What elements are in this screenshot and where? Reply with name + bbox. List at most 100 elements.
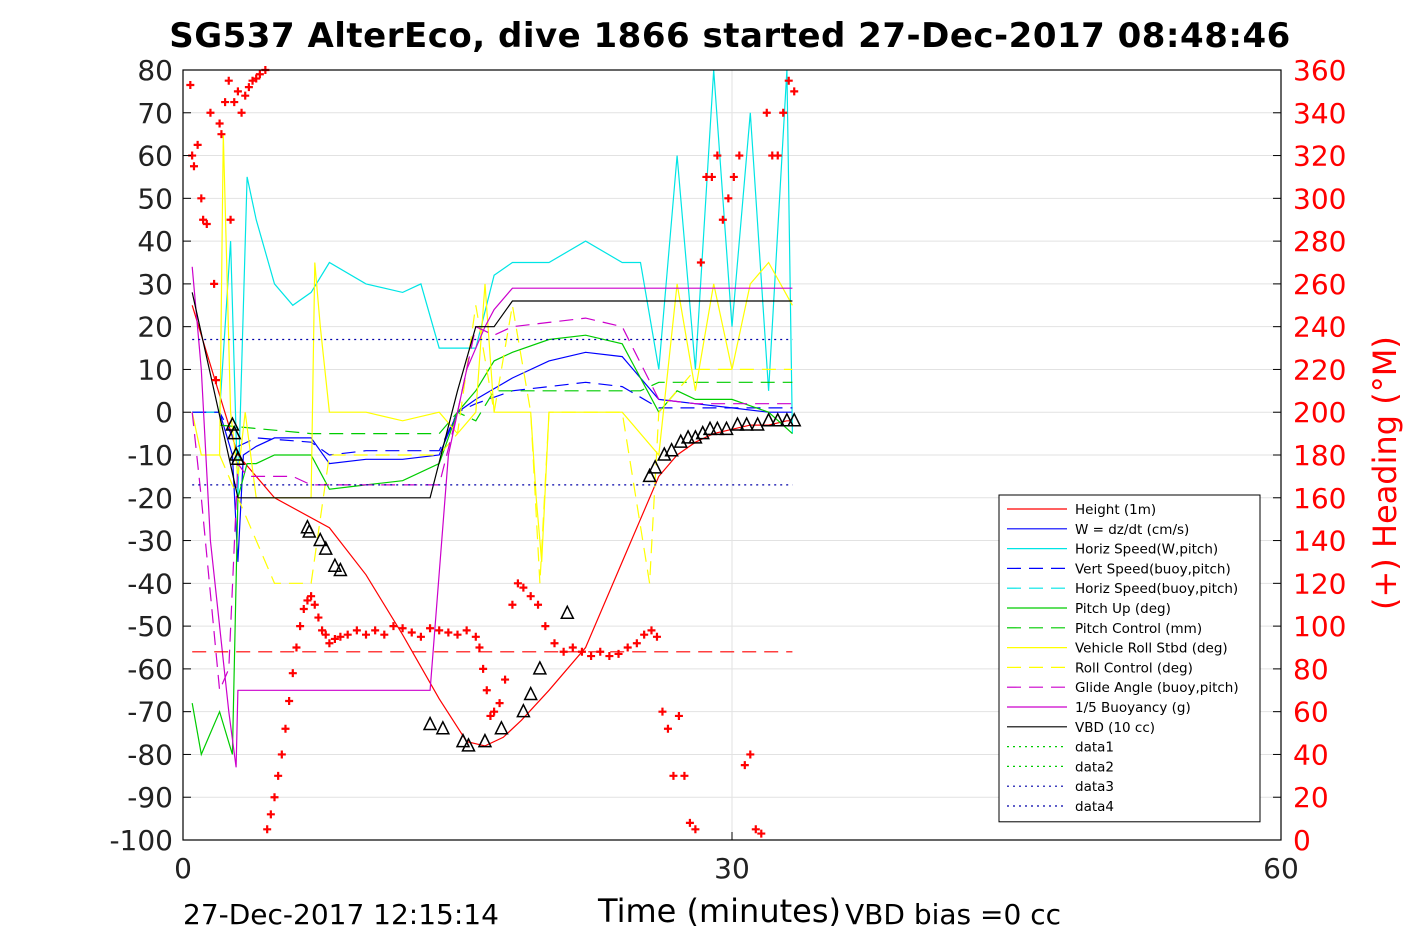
heading-point bbox=[321, 630, 330, 639]
y-tick-label: 0 bbox=[155, 396, 173, 429]
heading-point bbox=[281, 724, 290, 733]
heading-point bbox=[398, 624, 407, 633]
triangle-marker bbox=[494, 720, 509, 735]
heading-point bbox=[740, 761, 749, 770]
heading-point bbox=[325, 639, 334, 648]
heading-point bbox=[211, 376, 220, 385]
y-tick-label: -90 bbox=[127, 781, 173, 814]
x-axis-label: Time (minutes) bbox=[598, 892, 841, 930]
y2-tick-label: 60 bbox=[1293, 696, 1329, 729]
y2-tick-label: 320 bbox=[1293, 140, 1346, 173]
triangle-marker bbox=[523, 685, 538, 701]
marker-layer bbox=[186, 66, 802, 838]
heading-point bbox=[444, 628, 453, 637]
heading-point bbox=[380, 630, 389, 639]
y2-tick-label: 280 bbox=[1293, 225, 1346, 258]
heading-point bbox=[680, 771, 689, 780]
heading-point bbox=[233, 87, 242, 96]
vbd-bias-label: VBD bias =0 cc bbox=[845, 898, 1061, 931]
timestamp-label: 27-Dec-2017 12:15:14 bbox=[183, 898, 499, 931]
y2-axis-label: (+) Heading (°M) bbox=[1366, 336, 1404, 610]
legend-label: data2 bbox=[1075, 759, 1114, 775]
x-tick-label: 30 bbox=[714, 852, 750, 885]
triangle-marker bbox=[761, 412, 776, 427]
legend-label: 1/5 Buoyancy (g) bbox=[1075, 700, 1191, 716]
heading-point bbox=[210, 279, 219, 288]
y-axis-right: 3603403203002802602402202001801601401201… bbox=[1273, 54, 1346, 857]
heading-point bbox=[623, 643, 632, 652]
series-layer bbox=[191, 69, 793, 768]
y2-tick-label: 100 bbox=[1293, 610, 1346, 643]
heading-point bbox=[475, 643, 484, 652]
series-line-3 bbox=[192, 381, 793, 456]
heading-point bbox=[647, 626, 656, 635]
triangle-marker bbox=[702, 420, 718, 436]
legend-label: Vehicle Roll Stbd (deg) bbox=[1075, 641, 1228, 657]
heading-point bbox=[534, 600, 543, 609]
y-tick-label: -60 bbox=[127, 653, 173, 686]
heading-point bbox=[202, 220, 211, 228]
heading-point bbox=[735, 151, 744, 160]
heading-point bbox=[482, 686, 491, 695]
triangle-marker bbox=[647, 459, 663, 474]
heading-point bbox=[508, 600, 517, 609]
heading-point bbox=[303, 596, 312, 605]
heading-point bbox=[241, 91, 250, 100]
heading-point bbox=[559, 647, 568, 656]
heading-point bbox=[669, 771, 678, 780]
heading-point bbox=[746, 750, 755, 759]
triangle-marker bbox=[516, 702, 531, 718]
triangle-marker bbox=[455, 732, 471, 748]
heading-point bbox=[288, 669, 297, 678]
heading-point bbox=[577, 647, 586, 656]
y-tick-label: -80 bbox=[127, 738, 173, 771]
heading-point bbox=[779, 108, 788, 117]
legend-label: Pitch Control (mm) bbox=[1075, 621, 1202, 637]
heading-point bbox=[217, 130, 226, 139]
triangle-marker bbox=[477, 732, 493, 748]
legend-label: data1 bbox=[1075, 740, 1114, 756]
y2-tick-label: 360 bbox=[1293, 54, 1346, 87]
triangle-marker bbox=[779, 412, 795, 427]
y-tick-label: 30 bbox=[137, 268, 173, 301]
heading-point bbox=[550, 639, 559, 648]
heading-point bbox=[495, 699, 504, 708]
heading-point bbox=[568, 643, 577, 652]
heading-point bbox=[237, 108, 246, 117]
legend-box bbox=[998, 494, 1261, 823]
heading-point bbox=[389, 622, 398, 631]
y2-tick-label: 140 bbox=[1293, 525, 1346, 558]
heading-point bbox=[307, 592, 316, 601]
legend: Height (1m) W = dz/dt (cm/s) Horiz Speed(W… bbox=[998, 494, 1261, 823]
y2-tick-label: 340 bbox=[1293, 97, 1346, 130]
triangle-marker bbox=[313, 531, 328, 547]
series-line-10 bbox=[191, 292, 793, 499]
heading-point bbox=[407, 628, 416, 637]
y2-tick-label: 160 bbox=[1293, 482, 1346, 515]
heading-point bbox=[696, 258, 705, 267]
heading-point bbox=[310, 600, 319, 609]
heading-point bbox=[263, 825, 272, 834]
triangle-marker bbox=[680, 429, 696, 444]
heading-point bbox=[713, 151, 722, 160]
triangle-marker bbox=[422, 715, 438, 731]
heading-point bbox=[674, 711, 683, 720]
heading-point bbox=[658, 707, 667, 716]
heading-point bbox=[244, 83, 253, 92]
y-tick-label: -30 bbox=[127, 525, 173, 558]
legend-label: Glide Angle (buoy,pitch) bbox=[1075, 680, 1239, 696]
triangle-marker bbox=[750, 416, 765, 431]
heading-point bbox=[266, 810, 275, 819]
legend-label: Horiz Speed(buoy,pitch) bbox=[1075, 581, 1238, 597]
heading-point bbox=[299, 605, 308, 613]
triangle-marker bbox=[318, 540, 333, 555]
heading-point bbox=[362, 630, 370, 639]
heading-point bbox=[614, 649, 623, 658]
y2-tick-label: 40 bbox=[1293, 738, 1329, 771]
heading-point bbox=[277, 750, 286, 759]
triangle-marker bbox=[787, 412, 802, 427]
y-tick-label: -50 bbox=[127, 610, 173, 643]
triangle-marker bbox=[230, 450, 246, 466]
